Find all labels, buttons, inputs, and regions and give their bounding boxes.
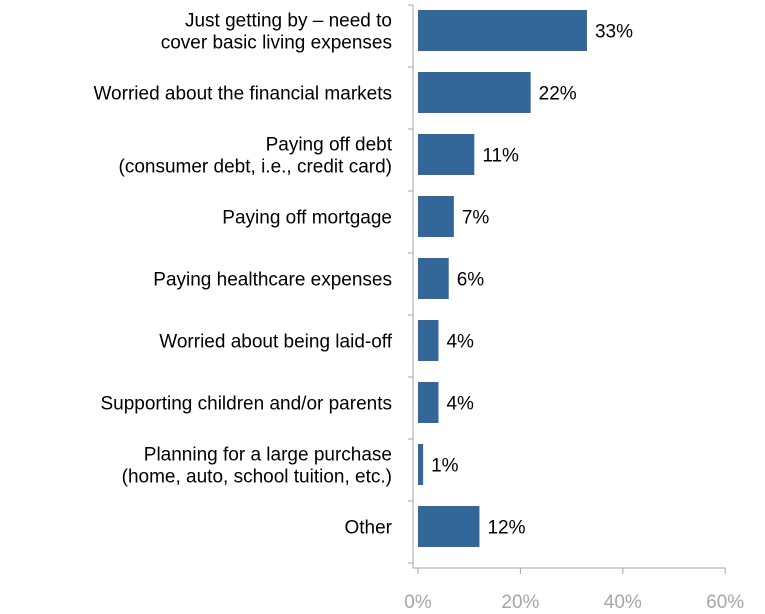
category-label: Paying healthcare expenses [153, 270, 392, 291]
data-label: 33% [595, 22, 633, 43]
category-label: Worried about the financial markets [93, 84, 392, 105]
data-label: 4% [446, 332, 474, 353]
data-label: 22% [539, 84, 577, 105]
category-label: Planning for a large purchase [144, 445, 392, 466]
category-label: Paying off mortgage [222, 208, 392, 229]
data-label: 6% [457, 270, 485, 291]
data-label: 11% [482, 146, 519, 167]
x-tick-label: 20% [501, 592, 539, 613]
data-label: 12% [487, 518, 525, 539]
bar [418, 444, 424, 485]
bar [418, 258, 449, 299]
category-label: Supporting children and/or parents [100, 394, 392, 415]
category-label: (home, auto, school tuition, etc.) [122, 467, 392, 488]
bar [418, 196, 454, 237]
category-label: Just getting by – need to [185, 11, 392, 32]
data-label: 4% [446, 394, 474, 415]
category-label: Other [344, 518, 392, 539]
x-tick-label: 40% [604, 592, 642, 613]
x-tick-label: 60% [706, 592, 744, 613]
category-label: Worried about being laid-off [159, 332, 392, 353]
data-label: 1% [431, 456, 459, 477]
x-tick-label: 0% [404, 592, 432, 613]
bar [418, 134, 475, 175]
bar [418, 10, 587, 51]
bar [418, 320, 439, 361]
bar [418, 72, 531, 113]
data-label: 7% [462, 208, 490, 229]
bar [418, 382, 439, 423]
category-label: (consumer debt, i.e., credit card) [119, 157, 393, 178]
bar [418, 506, 480, 547]
category-label: cover basic living expenses [161, 33, 392, 54]
category-label: Paying off debt [266, 135, 393, 156]
